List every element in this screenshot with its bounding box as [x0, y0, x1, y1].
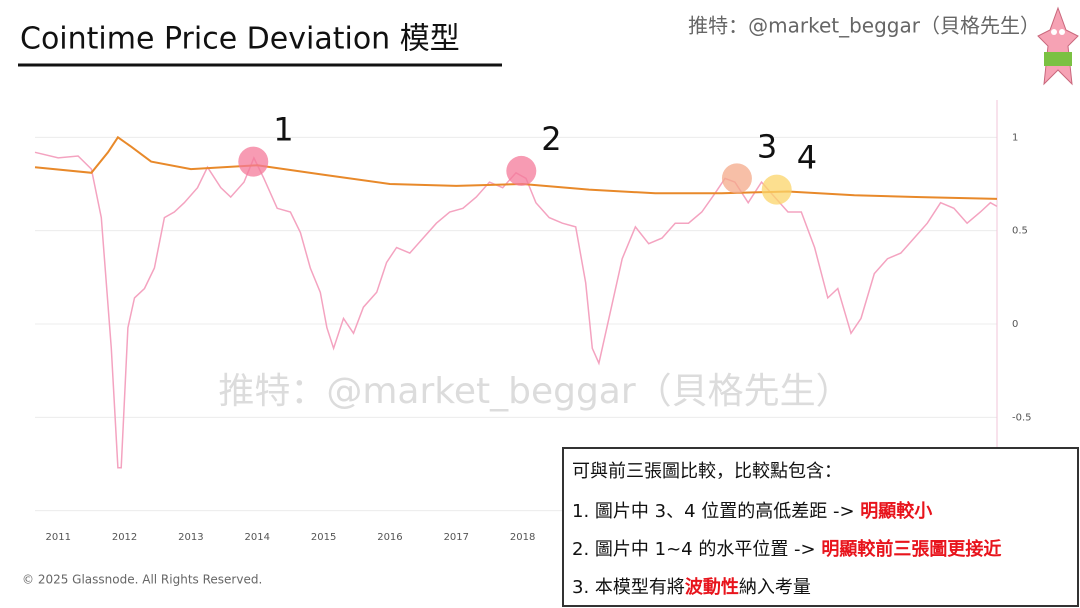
credit: 推特：@market_beggar（貝格先生）: [688, 14, 1040, 38]
x-tick-label: 2015: [311, 532, 336, 543]
y-tick-label: 0: [1012, 319, 1018, 330]
notes-frame: [562, 447, 1079, 607]
marker-label: 2: [541, 120, 561, 158]
note-item: 2. 圖片中 1~4 的水平位置 -> 明顯較前三張圖更接近: [572, 538, 1001, 560]
y-tick-label: -0.5: [1012, 412, 1032, 423]
note-text: 明顯較小: [860, 500, 932, 522]
title: Cointime Price Deviation 模型: [20, 22, 460, 57]
x-tick-label: 2012: [112, 532, 137, 543]
notes-box: 可與前三張圖比較，比較點包含： 1. 圖片中 3、4 位置的高低差距 -> 明顯…: [562, 447, 1079, 607]
notes-heading: 可與前三張圖比較，比較點包含：: [572, 461, 842, 482]
note-text: 明顯較前三張圖更接近: [821, 538, 1001, 560]
highlight-marker: [506, 155, 537, 186]
marker-label: 3: [757, 127, 777, 165]
marker-label: 4: [797, 139, 817, 177]
highlight-marker: [238, 146, 269, 177]
plot: -1-0.500.5120112012201320142015201620172…: [34, 100, 1032, 543]
x-tick-label: 2017: [444, 532, 469, 543]
note-item: 3. 本模型有將波動性納入考量: [572, 576, 811, 598]
y-tick-label: 0.5: [1012, 226, 1028, 237]
x-tick-label: 2014: [245, 532, 270, 543]
note-text: 2. 圖片中 1~4 的水平位置 ->: [572, 539, 821, 560]
x-tick-label: 2016: [377, 532, 402, 543]
series-line: [34, 151, 998, 469]
x-tick-label: 2018: [510, 532, 535, 543]
note-item: 1. 圖片中 3、4 位置的高低差距 -> 明顯較小: [572, 500, 932, 522]
marker-label: 1: [273, 111, 293, 149]
y-tick-label: 1: [1012, 132, 1018, 143]
watermark: 推特：@market_beggar（貝格先生）: [218, 371, 851, 412]
x-tick-label: 2013: [178, 532, 203, 543]
avatar: [1037, 6, 1079, 86]
highlight-marker: [721, 163, 752, 194]
copyright: © 2025 Glassnode. All Rights Reserved.: [22, 573, 262, 587]
note-text: 1. 圖片中 3、4 位置的高低差距 ->: [572, 501, 860, 522]
note-text: 波動性: [685, 576, 739, 598]
note-text: 納入考量: [739, 577, 811, 598]
highlight-marker: [761, 174, 792, 205]
note-text: 3. 本模型有將: [572, 577, 685, 598]
x-tick-label: 2011: [45, 532, 70, 543]
